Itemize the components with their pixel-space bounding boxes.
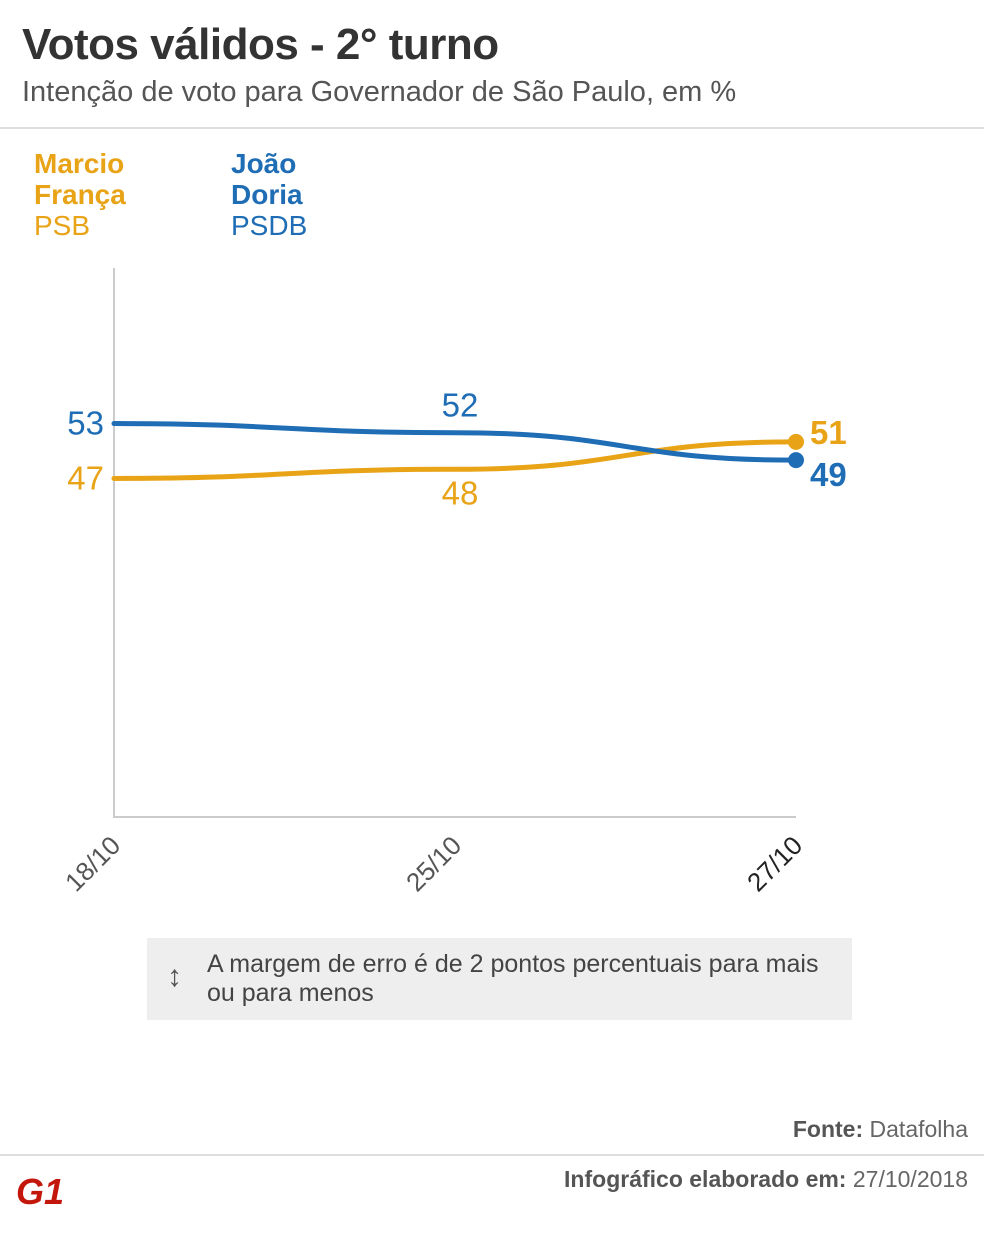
data-label: 49 bbox=[810, 456, 847, 493]
credit-label: Infográfico elaborado em: bbox=[564, 1166, 847, 1192]
logo-text: G1 bbox=[16, 1172, 64, 1210]
series-line bbox=[111, 439, 799, 481]
legend-name-line1: Marcio bbox=[34, 148, 125, 179]
chart-title: Votos válidos - 2° turno bbox=[22, 20, 499, 69]
legend-name-line2: Doria bbox=[231, 179, 303, 210]
g1-logo: G1 bbox=[16, 1172, 64, 1210]
data-label: 47 bbox=[67, 459, 104, 496]
header-divider bbox=[0, 127, 984, 129]
x-tick-label: 18/10 bbox=[59, 830, 126, 897]
source-label: Fonte: bbox=[792, 1116, 864, 1142]
credit-line: Infográfico elaborado em: 27/10/2018 bbox=[564, 1166, 968, 1193]
legend-name-line2: França bbox=[34, 179, 126, 210]
legend-name-line1: João bbox=[231, 148, 297, 179]
margin-of-error-note: ↕ A margem de erro é de 2 pontos percent… bbox=[147, 938, 852, 1020]
series-end-point bbox=[788, 433, 804, 450]
legend-party: PSB bbox=[34, 210, 91, 241]
x-tick-label: 25/10 bbox=[400, 830, 467, 897]
series-line bbox=[111, 421, 799, 463]
legend-entry-doria: João Doria PSDB bbox=[231, 148, 307, 241]
footer-divider bbox=[0, 1154, 984, 1156]
series-end-point bbox=[788, 452, 804, 469]
source-value: Datafolha bbox=[869, 1116, 968, 1142]
margin-of-error-text: A margem de erro é de 2 pontos percentua… bbox=[207, 950, 819, 1007]
chart-subtitle: Intenção de voto para Governador de São … bbox=[22, 76, 737, 108]
x-tick-label: 27/10 bbox=[741, 830, 808, 897]
source-line: Fonte: Datafolha bbox=[793, 1116, 968, 1143]
credit-date: 27/10/2018 bbox=[852, 1166, 968, 1192]
up-down-arrow-icon: ↕ bbox=[167, 960, 182, 993]
data-label: 52 bbox=[442, 387, 479, 424]
line-chart: 18/10 25/10 27/10 47 48 51 53 52 49 bbox=[59, 268, 847, 897]
data-label: 48 bbox=[442, 474, 479, 511]
legend-entry-franca: Marcio França PSB bbox=[34, 148, 126, 241]
legend-party: PSDB bbox=[231, 210, 308, 241]
data-label: 53 bbox=[67, 405, 104, 442]
data-label: 51 bbox=[810, 414, 847, 451]
